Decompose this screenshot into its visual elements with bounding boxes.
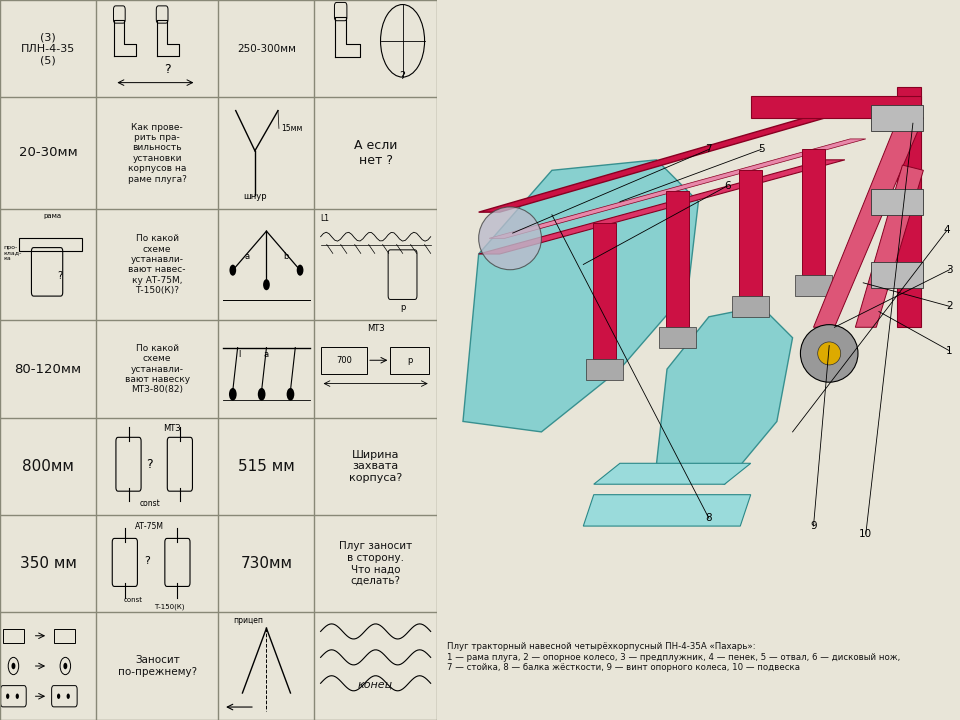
Text: a: a	[245, 252, 250, 261]
Circle shape	[12, 663, 15, 670]
Circle shape	[229, 265, 236, 276]
Bar	[751, 96, 921, 118]
Text: р: р	[407, 356, 413, 365]
Circle shape	[479, 207, 541, 270]
Circle shape	[63, 663, 67, 670]
Text: ?: ?	[147, 458, 154, 471]
Bar	[871, 262, 924, 288]
Bar	[321, 346, 367, 374]
Text: const: const	[139, 499, 160, 508]
Circle shape	[57, 693, 60, 699]
Text: 250-300мм: 250-300мм	[237, 44, 296, 53]
Text: 6: 6	[724, 181, 731, 191]
Text: 9: 9	[810, 521, 817, 531]
Text: МТЗ: МТЗ	[367, 324, 384, 333]
Polygon shape	[489, 139, 866, 238]
Bar	[391, 346, 429, 374]
Circle shape	[263, 279, 270, 290]
Text: р: р	[400, 302, 405, 312]
Text: a: a	[264, 351, 269, 359]
Bar	[732, 296, 769, 317]
Bar	[739, 171, 762, 296]
Text: По какой
схеме
устанавли-
вают навес-
ку АТ-75М,
Т-150(К)?: По какой схеме устанавли- вают навес- ку…	[129, 234, 186, 295]
Text: 350 мм: 350 мм	[19, 556, 77, 571]
Circle shape	[818, 342, 841, 365]
Text: 730мм: 730мм	[240, 556, 293, 571]
Polygon shape	[463, 160, 699, 432]
Bar	[660, 328, 696, 348]
Bar	[898, 86, 921, 328]
Text: Т-150(К): Т-150(К)	[155, 604, 184, 611]
Polygon shape	[813, 107, 924, 328]
Polygon shape	[479, 160, 845, 254]
Bar	[586, 359, 622, 379]
Text: А если
нет ?: А если нет ?	[354, 139, 397, 167]
Text: конец: конец	[358, 680, 394, 689]
Text: L1: L1	[321, 215, 329, 223]
Polygon shape	[479, 97, 898, 212]
Bar	[54, 629, 75, 643]
Text: 7: 7	[706, 145, 712, 154]
Bar	[795, 275, 831, 296]
Text: 80-120мм: 80-120мм	[14, 362, 82, 376]
Circle shape	[229, 388, 237, 400]
Text: рама: рама	[44, 213, 61, 220]
Text: 800мм: 800мм	[22, 459, 74, 474]
Bar	[592, 222, 615, 359]
Text: 20-30мм: 20-30мм	[18, 146, 78, 160]
Polygon shape	[657, 306, 793, 485]
Text: ?: ?	[57, 271, 62, 281]
Circle shape	[6, 693, 10, 699]
Text: Плуг заносит
в сторону.
Что надо
сделать?: Плуг заносит в сторону. Что надо сделать…	[339, 541, 412, 586]
Text: 10: 10	[859, 529, 873, 539]
Text: Заносит
по-прежнему?: Заносит по-прежнему?	[118, 655, 197, 677]
Text: ?: ?	[399, 71, 405, 81]
Bar	[871, 105, 924, 131]
Text: прицеп: прицеп	[233, 616, 263, 625]
Text: Ширина
захвата
корпуса?: Ширина захвата корпуса?	[349, 449, 402, 483]
Text: Плуг тракторный навесной четырёхкорпусный ПН-4-35А «Пахарь»:
1 — рама плуга, 2 —: Плуг тракторный навесной четырёхкорпусны…	[447, 642, 900, 672]
Text: По какой
схеме
устанавли-
вают навеску
МТЗ-80(82): По какой схеме устанавли- вают навеску М…	[125, 343, 190, 395]
Text: l: l	[238, 351, 241, 359]
Text: АТ-75М: АТ-75М	[135, 521, 164, 531]
Text: 15мм: 15мм	[281, 124, 302, 133]
Text: 1: 1	[947, 346, 953, 356]
Bar	[802, 149, 825, 275]
Circle shape	[258, 388, 266, 400]
Text: 515 мм: 515 мм	[238, 459, 295, 474]
Text: МТЗ: МТЗ	[163, 424, 180, 433]
Bar	[3, 629, 24, 643]
Bar	[871, 189, 924, 215]
Text: 8: 8	[706, 513, 712, 523]
Text: 700: 700	[336, 356, 351, 365]
Text: b: b	[283, 252, 288, 261]
Text: 4: 4	[944, 225, 950, 235]
Text: ?: ?	[164, 63, 170, 76]
Text: 5: 5	[757, 145, 764, 154]
Polygon shape	[855, 165, 924, 328]
Polygon shape	[584, 495, 751, 526]
Text: const: const	[123, 598, 142, 603]
Text: ?: ?	[145, 557, 151, 567]
Circle shape	[297, 265, 303, 276]
Polygon shape	[593, 463, 751, 485]
Text: про-
клад-
ка: про- клад- ка	[3, 245, 21, 261]
Text: 2: 2	[947, 302, 953, 311]
Bar	[666, 192, 689, 328]
Circle shape	[66, 693, 70, 699]
Bar	[19, 238, 82, 251]
Text: (3)
ПЛН-4-35
(5): (3) ПЛН-4-35 (5)	[21, 32, 75, 66]
Text: шнур: шнур	[243, 192, 267, 201]
Circle shape	[287, 388, 295, 400]
Circle shape	[15, 693, 19, 699]
Text: Как прове-
рить пра-
вильность
установки
корпусов на
раме плуга?: Как прове- рить пра- вильность установки…	[128, 122, 186, 184]
Text: 3: 3	[947, 265, 953, 275]
Circle shape	[801, 325, 858, 382]
